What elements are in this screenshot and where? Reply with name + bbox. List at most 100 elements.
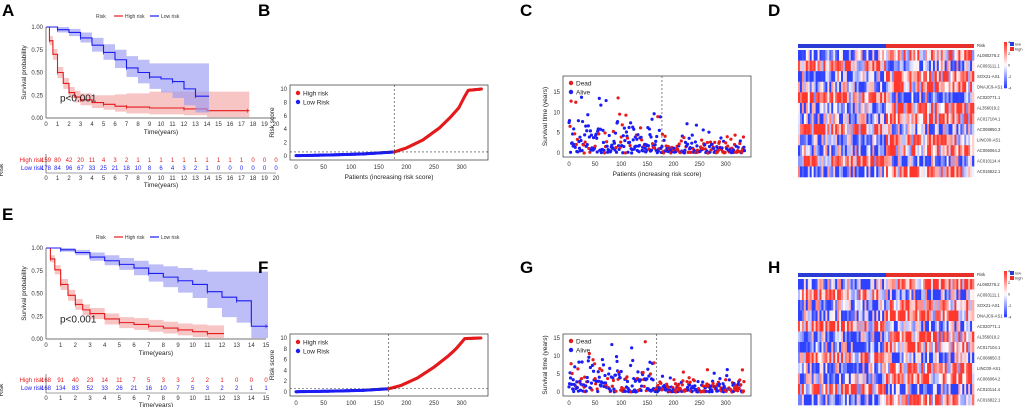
dead-point	[594, 382, 598, 386]
heatmap-cell	[954, 279, 957, 290]
alive-point	[703, 143, 707, 147]
heatmap-cell	[962, 321, 965, 332]
alive-point	[577, 360, 581, 364]
heatmap-cell	[799, 331, 803, 343]
heatmap-cell	[938, 92, 942, 104]
heatmap-cell	[964, 124, 967, 135]
heatmap-cell	[864, 145, 867, 157]
heatmap-cell	[878, 71, 881, 83]
heatmap-cell	[805, 321, 809, 332]
heatmap-cell	[972, 71, 975, 83]
heatmap-cell	[841, 342, 844, 353]
heatmap-cell	[848, 145, 852, 157]
heatmap-cell	[848, 394, 852, 406]
legend-label-1: Low risk	[161, 235, 180, 241]
heatmap-cell	[878, 310, 881, 322]
heatmap-cell	[866, 394, 869, 406]
alive-point	[597, 375, 601, 379]
heatmap-cell	[889, 289, 893, 301]
alive-point	[653, 143, 657, 147]
heatmap-cell	[972, 342, 975, 353]
heatmap-cell	[839, 310, 842, 322]
heatmap-cell	[901, 363, 904, 374]
heatmap-cell	[909, 134, 912, 146]
heatmap-cell	[936, 352, 940, 364]
heatmap-cell	[938, 342, 942, 353]
risk-table-x-label: Time(years)	[144, 182, 178, 189]
dead-point	[625, 136, 630, 140]
heatmap-cell	[825, 394, 828, 406]
heatmap-cell	[854, 166, 857, 178]
alive-point	[720, 146, 724, 150]
x-tick-label: 3	[79, 122, 83, 128]
heatmap-cell	[821, 166, 824, 178]
heatmap-cell	[860, 81, 863, 93]
heatmap-cell	[868, 166, 871, 178]
heatmap-cell	[819, 145, 822, 157]
alive-point	[685, 385, 690, 390]
heatmap-cell	[813, 60, 816, 72]
heatmap-cell	[882, 384, 885, 395]
heatmap-cell	[954, 342, 957, 353]
heatmap-cell	[868, 124, 871, 135]
heatmap-cell	[799, 363, 803, 374]
heatmap-cell	[958, 342, 961, 353]
x-axis-label: Patients (increasing risk score)	[345, 174, 434, 181]
risk-table-x-tick: 9	[176, 396, 180, 402]
heatmap-cell	[962, 342, 965, 353]
heatmap-cell	[823, 145, 826, 157]
heatmap-cell	[897, 50, 900, 61]
dead-point	[724, 378, 728, 382]
heatmap-cell	[850, 352, 854, 364]
legend-marker-1	[568, 347, 574, 353]
heatmap-cell	[819, 279, 822, 290]
heatmap-cell	[905, 352, 908, 364]
heatmap-cell	[930, 71, 934, 83]
heatmap-cell	[901, 310, 904, 322]
heatmap-cell	[970, 331, 973, 343]
heatmap-cell	[962, 289, 965, 301]
heatmap-cell	[809, 310, 812, 322]
heatmap-cell	[925, 166, 928, 178]
heatmap-cell	[860, 145, 863, 157]
heatmap-cell	[946, 331, 949, 343]
alive-point	[673, 150, 678, 154]
heatmap-cell	[915, 166, 918, 178]
heatmap-cell	[825, 363, 828, 374]
heatmap-cell	[897, 279, 900, 290]
heatmap-cell	[891, 373, 895, 385]
x-tick-label: 200	[401, 165, 412, 171]
ci-band-0	[46, 248, 224, 339]
risk-table-x-tick: 2	[74, 396, 78, 402]
heatmap-cell	[899, 394, 902, 406]
heatmap-row-label: LINC00-AS1	[977, 366, 1001, 371]
alive-point	[712, 371, 716, 375]
heatmap-cell	[850, 60, 854, 72]
heatmap-cell	[837, 373, 840, 385]
y-tick-label: 15	[553, 90, 560, 96]
alive-point	[646, 144, 650, 148]
heatmap-cell	[862, 145, 865, 157]
heatmap-cell	[870, 166, 873, 178]
heatmap-cell	[882, 155, 885, 167]
heatmap-cell	[872, 134, 875, 146]
heatmap-cell	[827, 166, 830, 178]
heatmap-cell	[891, 331, 895, 343]
heatmap-cell	[813, 50, 816, 61]
risk-annotation-low	[798, 44, 886, 48]
alive-point	[727, 378, 731, 382]
heatmap-cell	[856, 279, 859, 290]
heatmap-cell	[956, 342, 959, 353]
dead-point	[573, 132, 577, 136]
heatmap-cell	[886, 331, 889, 343]
heatmap-cell	[846, 113, 850, 125]
heatmap-cell	[948, 300, 951, 311]
heatmap-cell	[837, 342, 840, 353]
heatmap-cell	[968, 279, 971, 290]
heatmap-cell	[821, 321, 824, 332]
heatmap-cell	[936, 134, 940, 146]
heatmap-cell	[876, 310, 879, 322]
alive-point	[618, 376, 622, 380]
heatmap-cell	[862, 113, 865, 125]
dead-point	[582, 143, 586, 147]
